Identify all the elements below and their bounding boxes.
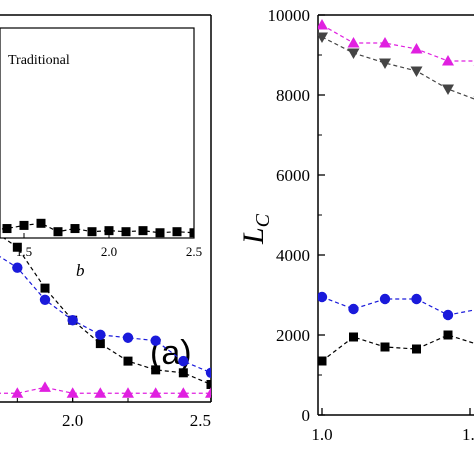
data-point-right-0 — [347, 37, 360, 48]
data-point-right-1 — [379, 58, 391, 69]
data-point-right-0 — [410, 43, 423, 54]
data-point-right-2 — [442, 309, 454, 321]
right-x-tick-label: 1.0 — [311, 425, 332, 444]
data-point-right-3 — [349, 332, 358, 342]
data-point-left-main-2 — [149, 387, 162, 398]
right-y-axis-label-sub: C — [252, 213, 274, 227]
data-point-left-main-0 — [40, 283, 50, 293]
data-point-left-main-0 — [178, 368, 188, 378]
data-point-right-3 — [443, 330, 453, 340]
panel-left-main-series — [0, 238, 211, 398]
inset-x-axis-label: b — [76, 261, 85, 280]
data-point-left-main-2 — [94, 387, 107, 398]
data-point-left-main-1 — [67, 315, 78, 326]
data-point-left-inset-0 — [155, 228, 165, 238]
data-point-right-2 — [379, 293, 391, 305]
right-axes — [317, 14, 474, 416]
panel-left-inset-series — [0, 218, 194, 238]
data-point-left-main-0 — [12, 242, 22, 252]
data-point-left-inset-0 — [70, 224, 80, 234]
inset-legend-label: Traditional — [8, 53, 70, 68]
data-point-right-2 — [348, 303, 359, 315]
data-point-right-2 — [318, 291, 328, 303]
data-point-left-main-0 — [206, 379, 211, 389]
data-point-right-0 — [442, 55, 454, 66]
right-y-tick-label: 2000 — [276, 326, 310, 345]
left-inset-axes — [0, 27, 195, 239]
data-point-right-1 — [410, 66, 423, 77]
data-point-right-3 — [412, 344, 421, 354]
panel-right-series — [318, 19, 474, 366]
data-point-left-main-0 — [123, 356, 133, 366]
data-point-left-inset-0 — [36, 218, 46, 228]
data-point-left-inset-0 — [2, 224, 12, 234]
data-point-right-3 — [318, 356, 327, 366]
data-point-left-inset-0 — [53, 227, 63, 237]
right-y-tick-label: 4000 — [276, 246, 310, 265]
data-point-left-main-2 — [66, 387, 79, 398]
right-y-axis-label: LC — [237, 213, 274, 245]
right-y-tick-label: 8000 — [276, 86, 310, 105]
series-line-left-main-2 — [0, 386, 211, 394]
right-y-tick-label: 0 — [302, 406, 311, 425]
data-point-left-main-0 — [95, 339, 105, 349]
data-point-left-main-2 — [177, 387, 190, 398]
data-point-left-inset-0 — [189, 228, 194, 238]
data-point-left-main-1 — [178, 355, 189, 367]
right-x-tick-label: 1. — [462, 425, 474, 444]
data-point-left-main-2 — [39, 381, 51, 392]
data-point-left-inset-0 — [138, 226, 148, 236]
data-point-left-main-1 — [150, 335, 161, 346]
inset-frame — [0, 27, 195, 239]
data-point-left-inset-0 — [104, 226, 114, 236]
series-line-right-1 — [321, 36, 474, 100]
data-point-left-inset-0 — [87, 227, 97, 237]
right-y-tick-label: 6000 — [276, 166, 310, 185]
series-line-right-0 — [321, 24, 474, 62]
data-point-right-1 — [318, 32, 328, 43]
series-line-left-main-0 — [2, 238, 211, 386]
left-x-tick-label: 2.5 — [190, 411, 211, 430]
data-point-left-inset-0 — [19, 220, 29, 230]
data-point-left-inset-0 — [172, 227, 182, 237]
data-point-right-2 — [411, 293, 422, 305]
data-point-left-main-1 — [122, 332, 134, 343]
series-line-right-2 — [321, 296, 474, 316]
data-point-left-main-1 — [95, 329, 106, 341]
right-y-tick-label: 10000 — [268, 6, 311, 25]
data-point-right-1 — [442, 84, 454, 95]
inset-x-tick-label: 2.5 — [186, 244, 202, 259]
series-line-left-main-1 — [0, 255, 211, 374]
data-point-left-inset-0 — [121, 227, 131, 237]
data-point-left-main-1 — [39, 294, 51, 305]
left-main-axes — [0, 14, 212, 403]
data-point-left-main-1 — [205, 367, 211, 378]
data-point-right-0 — [379, 37, 391, 48]
data-point-right-1 — [347, 48, 360, 59]
right-y-axis-label-main: L — [237, 227, 270, 245]
left-x-tick-label: 2.0 — [62, 411, 83, 430]
data-point-left-main-0 — [151, 365, 161, 375]
data-point-right-0 — [318, 19, 328, 30]
data-point-left-main-2 — [11, 387, 24, 398]
data-point-right-3 — [380, 342, 390, 352]
inset-x-tick-label: 2.0 — [101, 244, 117, 259]
data-point-left-main-2 — [205, 387, 211, 398]
data-point-left-main-2 — [122, 387, 134, 398]
marks-layer — [0, 19, 474, 398]
data-point-left-main-1 — [12, 262, 23, 273]
